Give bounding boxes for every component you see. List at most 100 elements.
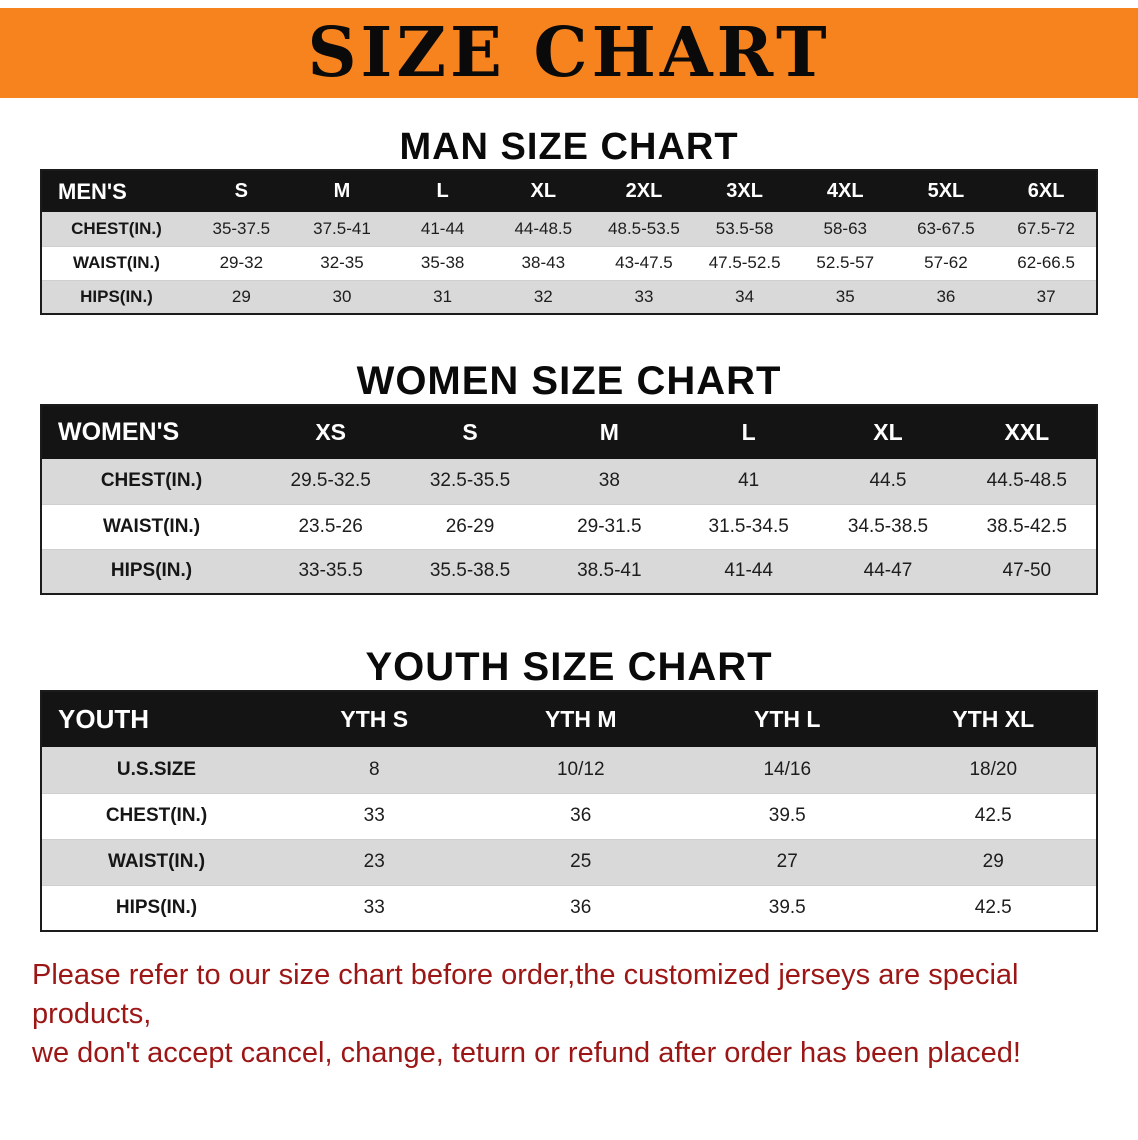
table-header-row: WOMEN'S XS S M L XL XXL [41,405,1097,459]
size-header-cell: YTH S [340,706,409,732]
size-value-cell: 8 [368,758,380,780]
size-value-cell: 36 [570,896,592,918]
table-head: YOUTH YTH S YTH M YTH L YTH XL [41,691,1097,747]
size-value-cell: 32 [533,286,553,306]
disclaimer-text: Please refer to our size chart before or… [0,956,1138,1073]
size-header-cell: YTH M [544,706,617,732]
size-header-cell: L [436,180,449,202]
youth-size-table: YOUTH YTH S YTH M YTH L YTH XL U.S.SIZE 8 10/12… [40,690,1098,932]
man-size-table: MEN'S S M L XL 2XL 3XL 4XL 5XL 6XL CHEST(IN.) 35-37… [40,169,1098,315]
size-value-cell: 29.5-32.5 [290,470,371,492]
size-header-cell: 6XL [1027,180,1065,202]
table-row: CHEST(IN.) 33 36 39.5 42.5 [41,793,1097,839]
size-value-cell: 42.5 [974,805,1012,826]
table-row: CHEST(IN.) 29.5-32.5 32.5-35.5 38 41 44.5 44.5… [41,459,1097,504]
row-label-cell: CHEST(IN.) [71,218,162,238]
size-value-cell: 23.5-26 [298,515,363,537]
table-row: U.S.SIZE 8 10/12 14/16 18/20 [41,747,1097,793]
size-header-cell: XL [530,180,557,202]
size-value-cell: 38 [598,470,620,492]
size-header-cell: 5XL [927,180,965,202]
man-size-section: MAN SIZE CHART MEN'S S M L XL 2XL 3XL 4XL 5XL 6XL… [0,126,1138,315]
size-value-cell: 25 [570,851,592,872]
size-header-cell: YTH L [754,706,821,732]
size-value-cell: 41 [738,470,760,492]
size-header-cell: S [234,180,248,202]
size-header-cell: 2XL [625,180,663,202]
row-label-cell: WAIST(IN.) [73,253,160,272]
row-label-cell: HIPS(IN.) [115,896,198,918]
size-value-cell: 42.5 [974,896,1012,918]
size-value-cell: 29-31.5 [577,515,642,537]
size-value-cell: 34 [735,286,755,306]
youth-size-chart-heading: YOUTH SIZE CHART [365,645,773,689]
size-value-cell: 31 [433,286,453,306]
size-value-cell: 38.5-42.5 [986,515,1067,537]
size-value-cell: 41-44 [724,560,773,582]
size-value-cell: 44-47 [863,560,913,582]
man-size-chart-heading: MAN SIZE CHART [399,126,739,168]
size-value-cell: 23 [363,851,385,872]
table-head: MEN'S S M L XL 2XL 3XL 4XL 5XL 6XL [41,170,1097,212]
size-value-cell: 27 [776,851,798,872]
table-row: WAIST(IN.) 23.5-26 26-29 29-31.5 31.5-34.5 34… [41,504,1097,549]
size-header-cell: M [599,419,619,445]
size-value-cell: 39.5 [768,896,806,918]
size-value-cell: 41-44 [420,218,465,238]
size-value-cell: 35.5-38.5 [429,560,511,582]
size-value-cell: 10/12 [556,758,605,780]
size-value-cell: 29 [982,851,1004,872]
size-header-cell: 4XL [826,180,864,202]
size-value-cell: 43-47.5 [615,253,673,272]
table-header-row: MEN'S S M L XL 2XL 3XL 4XL 5XL 6XL [41,170,1097,212]
table-row: HIPS(IN.) 29 30 31 32 33 34 35 36 37 [41,280,1097,314]
size-value-cell: 26-29 [445,515,495,537]
row-label-cell: HIPS(IN.) [80,286,153,306]
size-header-cell: L [741,419,756,445]
size-value-cell: 38.5-41 [577,560,642,582]
size-value-cell: 47.5-52.5 [708,253,781,272]
size-value-cell: 35-37.5 [212,218,271,238]
size-value-cell: 34.5-38.5 [847,515,929,537]
size-value-cell: 18/20 [969,758,1018,780]
size-value-cell: 38-43 [521,253,566,272]
size-value-cell: 37.5-41 [313,218,371,238]
size-value-cell: 33 [634,286,654,306]
size-header-cell: XS [315,419,346,445]
women-size-chart-heading: WOMEN SIZE CHART [356,359,782,403]
women-size-table: WOMEN'S XS S M L XL XXL CHEST(IN.) 29.5-32.5 32.5… [40,404,1098,595]
size-value-cell: 44-48.5 [514,218,573,238]
women-size-section: WOMEN SIZE CHART WOMEN'S XS S M L XL XXL CHEST(… [0,359,1138,595]
size-value-cell: 39.5 [768,805,806,826]
size-value-cell: 53.5-58 [715,218,774,238]
row-label-cell: HIPS(IN.) [110,560,193,582]
size-header-cell: M [333,180,351,202]
disclaimer-line-2: we don't accept cancel, change, teturn o… [32,1037,1021,1070]
table-body: U.S.SIZE 8 10/12 14/16 18/20 CHEST(IN.) 33 36 39… [41,747,1097,931]
size-value-cell: 33-35.5 [298,560,363,582]
size-value-cell: 63-67.5 [917,218,975,238]
size-value-cell: 35-38 [420,253,465,272]
size-value-cell: 44.5-48.5 [986,470,1067,492]
row-label-cell: WAIST(IN.) [102,515,201,537]
size-value-cell: 30 [332,286,352,306]
size-header-cell: 3XL [726,180,763,202]
size-value-cell: 37 [1036,286,1056,306]
size-header-cell: XXL [1004,419,1050,445]
table-row: WAIST(IN.) 29-32 32-35 35-38 38-43 43-47.5 47.… [41,246,1097,280]
table-title-cell: WOMEN'S [58,418,180,446]
table-title-cell: MEN'S [58,178,127,204]
size-value-cell: 32.5-35.5 [429,470,511,492]
size-value-cell: 31.5-34.5 [708,515,789,537]
table-row: HIPS(IN.) 33 36 39.5 42.5 [41,885,1097,931]
size-value-cell: 48.5-53.5 [608,218,680,238]
size-value-cell: 35 [835,286,855,306]
row-label-cell: WAIST(IN.) [107,851,206,872]
row-label-cell: CHEST(IN.) [100,470,203,492]
size-value-cell: 44.5 [869,470,907,492]
size-value-cell: 36 [570,805,592,826]
size-chart-title: SIZE CHART [307,13,831,93]
size-value-cell: 47-50 [1002,560,1052,582]
size-header-cell: S [462,419,478,445]
table-header-row: YOUTH YTH S YTH M YTH L YTH XL [41,691,1097,747]
